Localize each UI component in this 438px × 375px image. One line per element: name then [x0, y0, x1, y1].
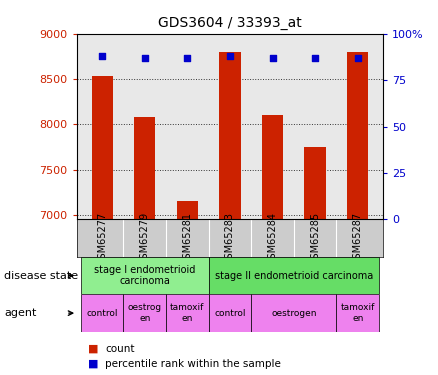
Bar — [347, 52, 368, 219]
Text: control: control — [214, 309, 246, 318]
Text: stage II endometrioid carcinoma: stage II endometrioid carcinoma — [215, 271, 373, 280]
Bar — [166, 294, 208, 332]
Point — [354, 55, 361, 61]
Bar — [219, 52, 240, 219]
Text: oestrogen: oestrogen — [271, 309, 317, 318]
Text: GSM65277: GSM65277 — [97, 211, 107, 265]
Bar — [336, 294, 379, 332]
Bar — [208, 294, 251, 332]
Text: control: control — [86, 309, 118, 318]
Bar — [208, 257, 379, 294]
Text: tamoxif
en: tamoxif en — [340, 303, 375, 323]
Text: tamoxif
en: tamoxif en — [170, 303, 205, 323]
Text: GSM65281: GSM65281 — [182, 211, 192, 265]
Point — [226, 53, 233, 59]
Point — [184, 55, 191, 61]
Bar — [92, 76, 113, 219]
Text: GSM65287: GSM65287 — [353, 211, 363, 265]
Text: GSM65284: GSM65284 — [268, 211, 278, 265]
Text: stage I endometrioid
carcinoma: stage I endometrioid carcinoma — [94, 265, 195, 286]
Point — [269, 55, 276, 61]
Bar — [134, 117, 155, 219]
Text: agent: agent — [4, 308, 37, 318]
Text: GSM65285: GSM65285 — [310, 211, 320, 265]
Text: percentile rank within the sample: percentile rank within the sample — [105, 359, 281, 369]
Text: ■: ■ — [88, 359, 98, 369]
Text: oestrog
en: oestrog en — [128, 303, 162, 323]
Bar — [81, 294, 124, 332]
Text: GSM65279: GSM65279 — [140, 211, 150, 265]
Point — [99, 53, 106, 59]
Bar — [124, 294, 166, 332]
Point — [311, 55, 318, 61]
Title: GDS3604 / 33393_at: GDS3604 / 33393_at — [158, 16, 302, 30]
Point — [141, 55, 148, 61]
Text: disease state: disease state — [4, 271, 78, 280]
Bar — [262, 115, 283, 219]
Bar — [177, 201, 198, 219]
Text: GSM65283: GSM65283 — [225, 211, 235, 265]
Text: ■: ■ — [88, 344, 98, 354]
Bar — [81, 257, 208, 294]
Bar — [251, 294, 336, 332]
Bar — [304, 147, 326, 219]
Text: count: count — [105, 344, 134, 354]
